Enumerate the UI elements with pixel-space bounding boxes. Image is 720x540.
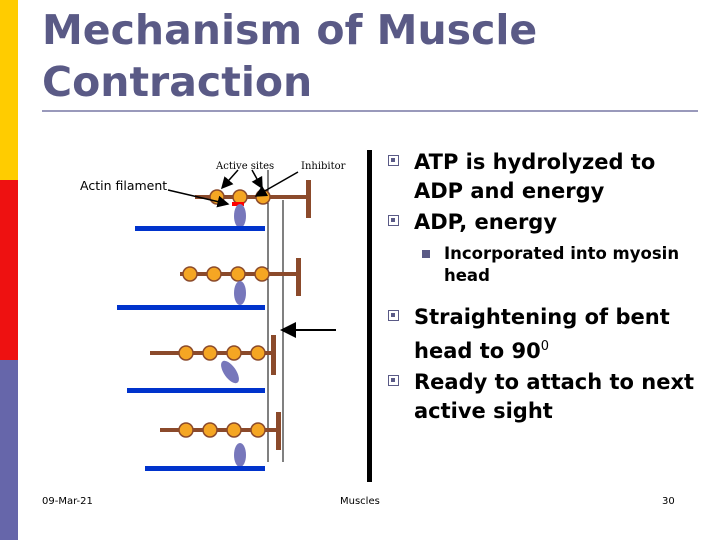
z-line bbox=[367, 150, 372, 482]
square-bullet-icon bbox=[388, 375, 399, 386]
footer-date: 09-Mar-21 bbox=[42, 496, 93, 507]
title-divider bbox=[42, 110, 698, 112]
accent-bar-yellow bbox=[0, 0, 18, 180]
bullet-ready-to-attach: Ready to attach to next active sight bbox=[388, 368, 708, 426]
unit-row-2 bbox=[117, 258, 301, 310]
square-bullet-icon bbox=[388, 310, 399, 321]
accent-bar-purple bbox=[0, 360, 18, 540]
accent-bar-red bbox=[0, 180, 18, 360]
page-number: 30 bbox=[662, 496, 675, 507]
sub-bullet-incorporated: Incorporated into myosin head bbox=[388, 243, 708, 287]
arrow-inhibitor bbox=[254, 171, 299, 197]
filled-square-bullet-icon bbox=[422, 250, 430, 258]
arrow-active-sites-1 bbox=[221, 169, 239, 190]
bullet-list: ATP is hydrolyzed to ADP and energy ADP,… bbox=[388, 148, 708, 428]
square-bullet-icon bbox=[388, 215, 399, 226]
unit-row-4 bbox=[145, 412, 281, 471]
arrow-actin-filament bbox=[167, 189, 230, 208]
label-active-sites: Active sites bbox=[215, 161, 274, 172]
label-inhibitor: Inhibitor bbox=[301, 161, 346, 172]
bullet-straightening: Straightening of bent head to 900 bbox=[388, 303, 708, 366]
square-bullet-icon bbox=[388, 155, 399, 166]
unit-row-3 bbox=[127, 335, 276, 393]
arrow-active-sites-2 bbox=[251, 169, 263, 190]
label-actin-filament: Actin filament bbox=[80, 178, 167, 193]
footer-title: Muscles bbox=[340, 496, 380, 507]
bullet-adp-energy: ADP, energy bbox=[388, 208, 708, 237]
bullet-atp-hydrolyzed: ATP is hydrolyzed to ADP and energy bbox=[388, 148, 708, 206]
slide-title: Mechanism of Muscle Contraction bbox=[42, 6, 538, 106]
